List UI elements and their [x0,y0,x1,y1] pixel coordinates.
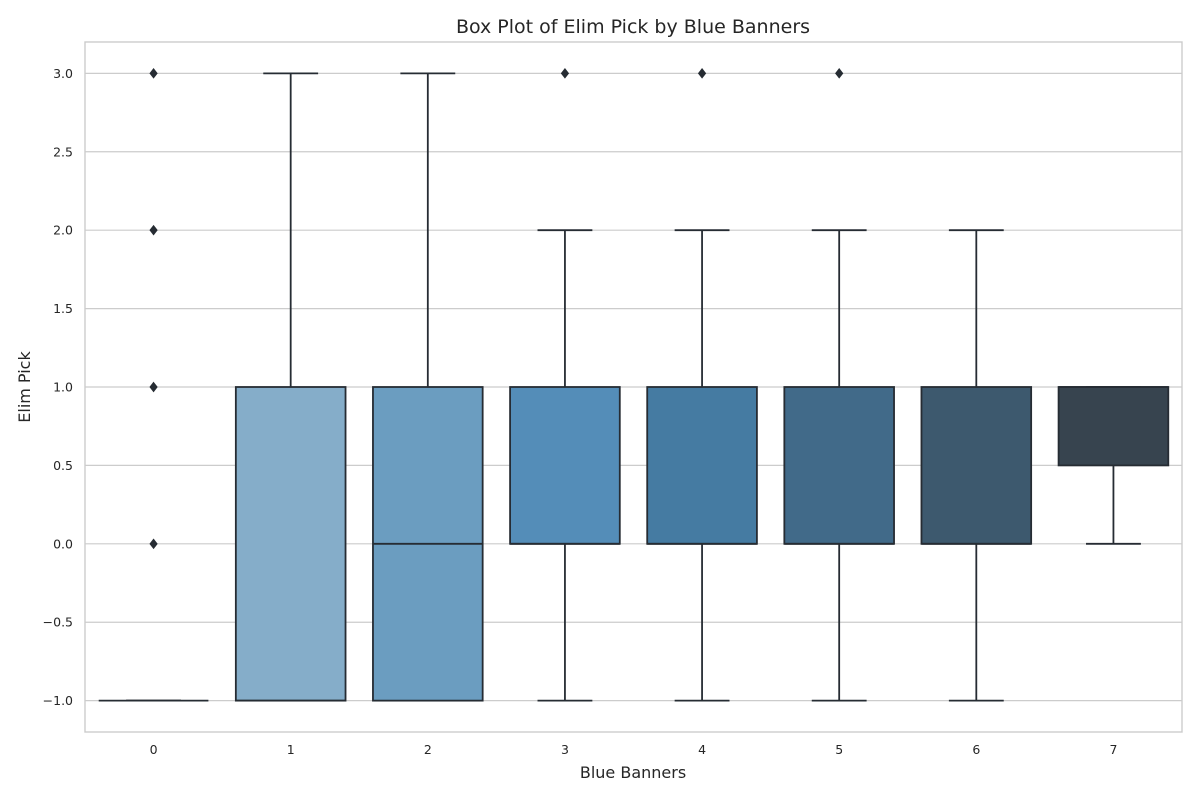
box-iqr [783,386,895,545]
box-group-2 [372,72,484,702]
x-tick-label: 5 [835,742,843,757]
chart-title: Box Plot of Elim Pick by Blue Banners [456,16,810,38]
box-iqr [509,386,621,545]
x-axis-label: Blue Banners [580,763,686,782]
plot-frame [84,41,1183,733]
outlier-point [149,224,158,236]
outlier-point [149,68,158,79]
x-tick-label: 1 [287,742,295,757]
outlier-point [697,68,707,79]
y-tick-label: −1.0 [43,693,73,708]
y-tick-labels: −1.0 −0.5 0.0 0.5 1.0 1.5 2.0 2.5 3.0 [43,66,73,708]
x-tick-label: 6 [972,742,980,757]
box-iqr [920,386,1033,545]
box-group-4 [646,68,758,702]
x-tick-label: 3 [561,742,569,757]
x-tick-label: 0 [150,742,158,757]
outlier-point [149,538,158,550]
outlier-point [560,68,570,79]
y-tick-label: 1.0 [53,380,73,395]
box-group-3 [509,68,621,702]
y-tick-label: 3.0 [53,66,73,81]
box-iqr [234,386,347,702]
box-group-6 [920,229,1033,702]
y-tick-label: 1.5 [53,301,73,316]
y-tick-label: 0.0 [53,536,73,551]
y-axis-label: Elim Pick [15,351,34,423]
x-tick-label: 2 [424,742,432,757]
box-group-5 [783,68,895,702]
outlier-point [835,68,844,79]
outlier-point [149,381,158,393]
y-tick-label: −0.5 [43,615,73,630]
x-tick-label: 7 [1109,742,1117,757]
box-layer [98,68,1170,702]
box-iqr [646,386,758,545]
box-group-0 [98,68,209,702]
y-tick-label: 0.5 [53,458,73,473]
x-tick-labels: 0 1 2 3 4 5 6 7 [150,742,1118,757]
y-tick-label: 2.5 [53,144,73,159]
x-tick-label: 4 [698,742,706,757]
y-tick-label: 2.0 [53,223,73,238]
box-group-7 [1057,386,1170,545]
box-group-1 [234,72,347,702]
box-iqr [1057,386,1170,467]
